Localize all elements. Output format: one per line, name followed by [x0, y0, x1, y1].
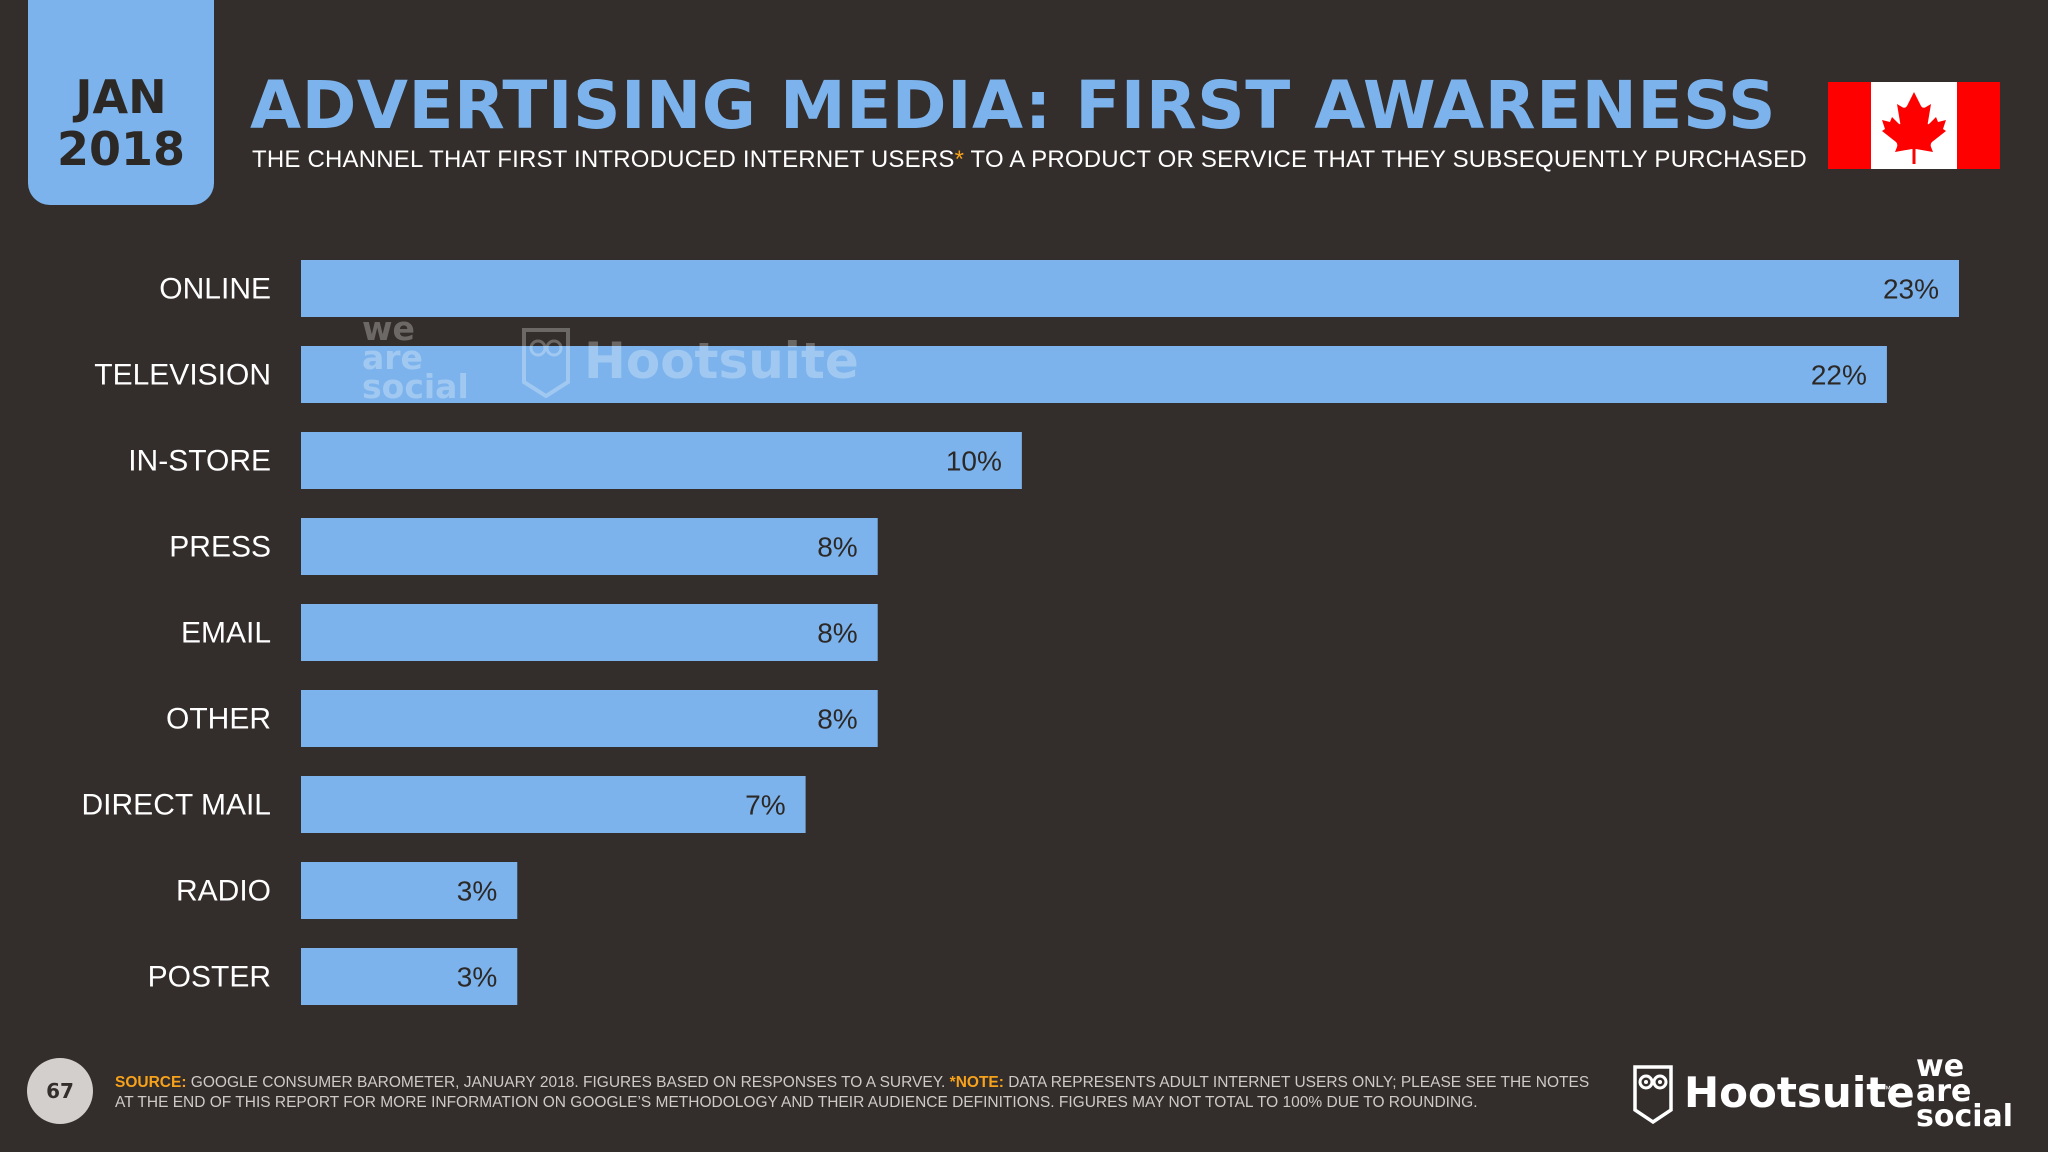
subtitle-text-end: TO A PRODUCT OR SERVICE THAT THEY SUBSEQ… — [964, 146, 1807, 173]
page-subtitle: THE CHANNEL THAT FIRST INTRODUCED INTERN… — [252, 146, 1807, 174]
bar-press — [301, 518, 878, 575]
category-label: DIRECT MAIL — [82, 789, 271, 822]
value-label: 3% — [457, 962, 497, 993]
logo-are: are — [1916, 1074, 1972, 1109]
value-label: 8% — [817, 618, 857, 649]
value-label: 22% — [1811, 360, 1867, 391]
value-label: 8% — [817, 532, 857, 563]
page-title: ADVERTISING MEDIA: FIRST AWARENESS — [250, 67, 1777, 144]
category-label: OTHER — [166, 703, 271, 736]
note-label: *NOTE: — [949, 1074, 1004, 1091]
subtitle-asterisk: * — [954, 146, 965, 173]
value-label: 8% — [817, 704, 857, 735]
source-text: GOOGLE CONSUMER BAROMETER, JANUARY 2018.… — [186, 1074, 950, 1091]
value-label: 7% — [745, 790, 785, 821]
hootsuite-tm: ™ — [1882, 1084, 1891, 1094]
date-month: JAN — [75, 70, 167, 124]
bar-in-store — [301, 432, 1022, 489]
category-label: POSTER — [148, 961, 271, 994]
category-label: EMAIL — [181, 617, 271, 650]
subtitle-text: THE CHANNEL THAT FIRST INTRODUCED INTERN… — [252, 146, 955, 173]
category-label: TELEVISION — [94, 359, 271, 392]
category-label: IN-STORE — [128, 445, 271, 478]
value-label: 23% — [1883, 274, 1939, 305]
value-label: 10% — [946, 446, 1002, 477]
canada-flag-icon — [1828, 82, 2000, 169]
category-label: ONLINE — [159, 273, 271, 306]
footnote: SOURCE: GOOGLE CONSUMER BAROMETER, JANUA… — [115, 1073, 1595, 1113]
bar-email — [301, 604, 878, 661]
source-label: SOURCE: — [115, 1074, 187, 1091]
value-label: 3% — [457, 876, 497, 907]
we-are-social-logo: we are social — [1916, 1049, 2026, 1134]
bar-television — [301, 346, 1887, 403]
bar-radio — [301, 862, 518, 919]
hootsuite-logo: Hootsuite ™ — [1630, 1062, 1915, 1126]
logo-we: we — [1916, 1049, 1965, 1084]
bar-poster — [301, 948, 518, 1005]
logo-social: social — [1916, 1099, 2014, 1134]
note-text: DATA REPRESENTS ADULT INTERNET USERS ONL… — [115, 1074, 1590, 1111]
hootsuite-owl-icon — [1633, 1065, 1673, 1124]
date-badge: JAN 2018 — [28, 0, 214, 205]
page-number: 67 — [27, 1058, 93, 1124]
bar-other — [301, 690, 878, 747]
category-label: PRESS — [169, 531, 271, 564]
date-year: 2018 — [56, 122, 186, 176]
bar-online — [301, 260, 1959, 317]
hootsuite-wordmark: Hootsuite — [1684, 1068, 1915, 1117]
bar-direct-mail — [301, 776, 806, 833]
category-label: RADIO — [176, 875, 271, 908]
